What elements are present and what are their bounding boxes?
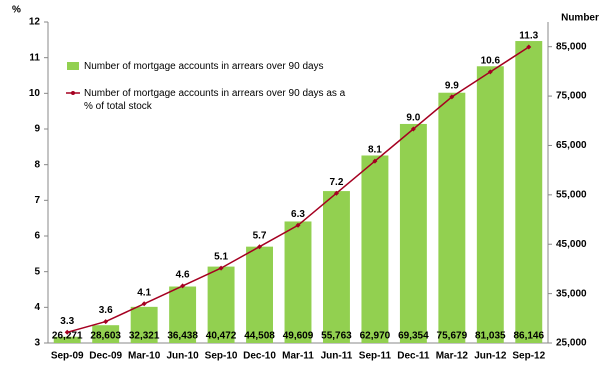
y-tick-label: 6 — [34, 231, 40, 242]
bar — [92, 325, 120, 343]
bar — [207, 266, 235, 343]
x-tick-label: Mar-12 — [436, 351, 469, 362]
y2-tick-label: 45,000 — [556, 239, 587, 250]
bar — [323, 191, 350, 343]
line-marker — [141, 301, 147, 307]
legend-entry: Number of mortgage accounts in arrears o… — [66, 87, 356, 113]
x-tick-label: Sep-09 — [51, 351, 84, 362]
y-tick-label: 5 — [34, 266, 40, 277]
y-tick-label: 3 — [34, 338, 40, 349]
bar — [246, 246, 273, 343]
x-tick-label: Sep-11 — [359, 351, 392, 362]
line-value-label: 11.3 — [519, 31, 538, 42]
bar-value-label: 36,438 — [167, 331, 198, 342]
line-value-label: 3.3 — [60, 316, 74, 327]
line-value-label: 9.9 — [445, 81, 459, 92]
line-marker — [372, 158, 378, 164]
line-value-label: 3.6 — [99, 305, 113, 316]
line-value-label: 6.3 — [291, 209, 305, 220]
bar — [361, 155, 389, 343]
bar-value-label: 26,271 — [52, 331, 83, 342]
bar-value-label: 44,508 — [244, 331, 275, 342]
x-tick-label: Sep-10 — [205, 351, 238, 362]
y-tick-label: 11 — [29, 52, 40, 63]
legend-swatch — [66, 91, 80, 95]
bar — [284, 221, 312, 343]
x-tick-label: Jun-12 — [474, 351, 507, 362]
bar — [53, 336, 81, 343]
line-value-label: 9.0 — [406, 113, 420, 124]
line-value-label: 5.7 — [253, 230, 267, 241]
bar-value-label: 55,763 — [321, 331, 352, 342]
bar-value-label: 81,035 — [475, 331, 506, 342]
bar-value-label: 62,970 — [360, 331, 391, 342]
bar — [130, 306, 158, 343]
line-value-label: 10.6 — [481, 56, 501, 67]
y2-tick-label: 55,000 — [556, 189, 587, 200]
bar — [476, 66, 504, 343]
legend-swatch — [67, 62, 79, 70]
y2-tick-label: 35,000 — [556, 288, 587, 299]
bar-value-label: 28,603 — [90, 331, 121, 342]
y-tick-label: 8 — [34, 159, 40, 170]
line-marker — [526, 44, 532, 50]
bar-value-label: 69,354 — [398, 331, 429, 342]
x-tick-label: Dec-09 — [89, 351, 122, 362]
x-tick-label: Mar-11 — [282, 351, 314, 362]
line-marker — [64, 329, 70, 335]
bar — [399, 123, 427, 344]
line-marker — [218, 265, 224, 271]
x-tick-label: Dec-11 — [397, 351, 430, 362]
swatch-bar — [67, 62, 79, 70]
bar — [438, 92, 466, 343]
x-tick-label: Sep-12 — [512, 351, 545, 362]
line-marker — [410, 126, 416, 132]
bar-value-label: 75,679 — [437, 331, 468, 342]
bar — [515, 41, 543, 343]
x-tick-label: Dec-10 — [243, 351, 276, 362]
line-value-label: 8.1 — [368, 145, 382, 156]
legend-label: Number of mortgage accounts in arrears o… — [84, 61, 324, 72]
x-tick-label: Jun-10 — [166, 351, 199, 362]
line-marker — [257, 244, 263, 250]
y-tick-label: 12 — [29, 17, 41, 28]
bar-value-label: 32,321 — [129, 331, 160, 342]
legend-entry: Number of mortgage accounts in arrears o… — [66, 60, 356, 73]
line-marker — [449, 94, 455, 100]
swatch-marker — [71, 91, 75, 95]
legend-label: Number of mortgage accounts in arrears o… — [84, 88, 346, 112]
y-axis-label: % — [12, 5, 21, 16]
line-marker — [295, 222, 301, 228]
line-value-label: 5.1 — [214, 252, 228, 263]
x-tick-label: Mar-10 — [128, 351, 161, 362]
line-value-label: 7.2 — [330, 177, 344, 188]
line-marker — [487, 69, 493, 75]
y2-tick-label: 85,000 — [556, 41, 587, 52]
line-marker — [180, 283, 186, 289]
y-tick-label: 10 — [29, 88, 41, 99]
bar-value-label: 86,146 — [513, 331, 544, 342]
bar-value-label: 49,609 — [283, 331, 314, 342]
line-value-label: 4.6 — [176, 270, 190, 281]
y2-tick-label: 75,000 — [556, 91, 587, 102]
line-marker — [103, 319, 109, 325]
legend: Number of mortgage accounts in arrears o… — [66, 60, 356, 127]
line-value-label: 4.1 — [137, 287, 151, 298]
bar-value-label: 40,472 — [206, 331, 237, 342]
x-tick-label: Jun-11 — [321, 351, 353, 362]
y-tick-label: 7 — [34, 195, 40, 206]
y-tick-label: 4 — [34, 302, 40, 313]
y2-tick-label: 65,000 — [556, 140, 587, 151]
y2-axis-label: Number — [561, 13, 599, 24]
line-marker — [333, 190, 339, 196]
y-tick-label: 9 — [34, 124, 40, 135]
y2-tick-label: 25,000 — [556, 338, 587, 349]
bar — [169, 286, 197, 343]
